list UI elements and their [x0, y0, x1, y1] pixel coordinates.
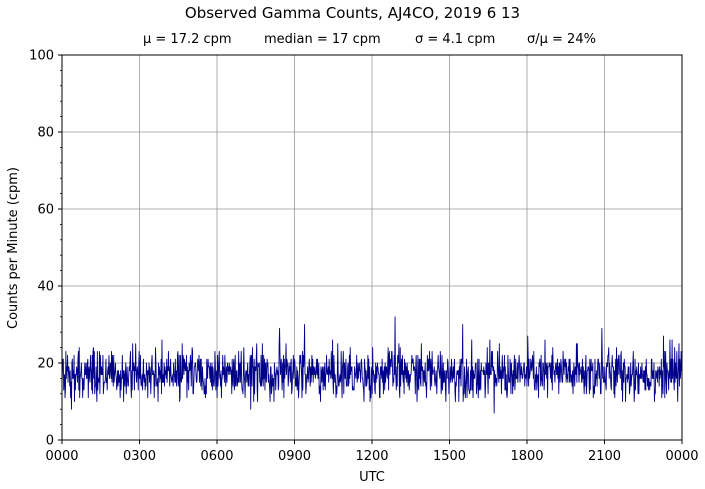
x-axis-label: UTC: [359, 470, 385, 485]
y-tick-label: 40: [37, 280, 54, 295]
x-tick-label: 0000: [665, 449, 698, 464]
y-tick-label: 20: [37, 357, 54, 372]
mean-stat: μ = 17.2 cpm: [143, 32, 232, 47]
x-tick-label: 1800: [510, 449, 543, 464]
cv-stat: σ/μ = 24%: [527, 32, 596, 47]
x-tick-label: 1200: [355, 449, 388, 464]
median-stat: median = 17 cpm: [264, 32, 381, 47]
y-tick-label: 80: [37, 126, 54, 141]
y-axis-label: Counts per Minute (cpm): [6, 167, 21, 329]
x-tick-label: 0300: [123, 449, 156, 464]
x-tick-label: 0000: [45, 449, 78, 464]
series-line-counts: [61, 316, 683, 414]
series-layer: [61, 316, 683, 414]
chart-title: Observed Gamma Counts, AJ4CO, 2019 6 13: [184, 4, 521, 22]
axes: 0000 0300 0600 0900 1200 1500 1800 2100 00000204…: [29, 49, 698, 465]
y-tick-label: 60: [37, 203, 54, 218]
y-tick-label: 100: [29, 49, 54, 64]
sigma-stat: σ = 4.1 cpm: [415, 32, 496, 47]
x-tick-label: 1500: [433, 449, 466, 464]
x-tick-label: 0600: [200, 449, 233, 464]
x-tick-label: 0900: [278, 449, 311, 464]
y-tick-label: 0: [46, 434, 54, 449]
x-tick-label: 2100: [588, 449, 621, 464]
